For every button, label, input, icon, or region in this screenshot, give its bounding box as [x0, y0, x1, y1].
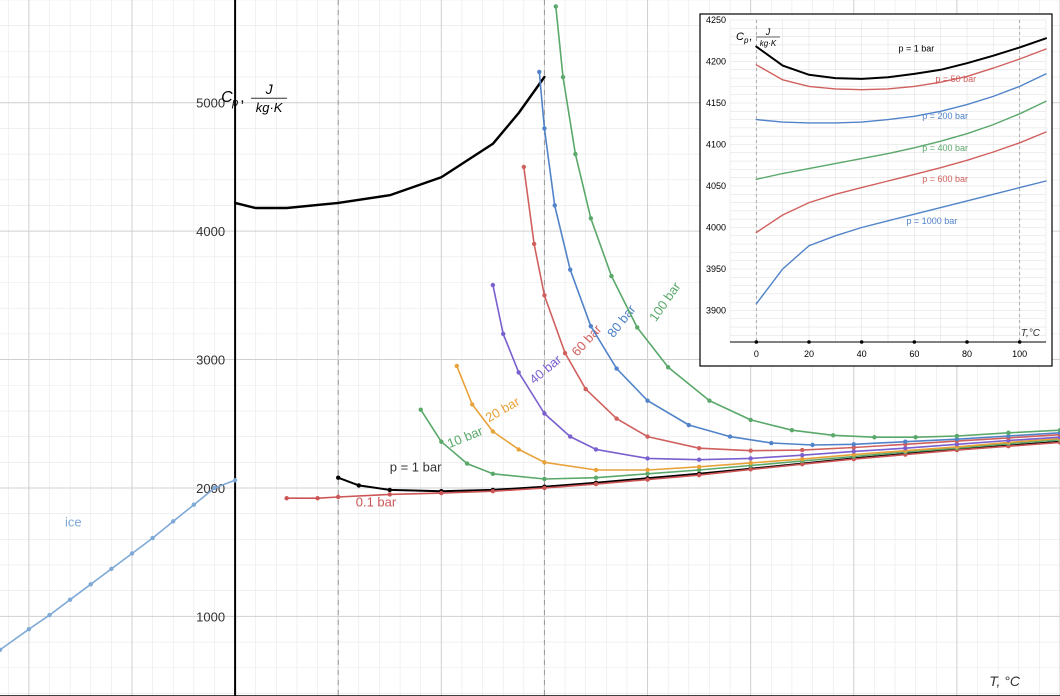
inset-label-i_p1: p = 1 bar	[899, 44, 935, 54]
inset-y-tick: 3950	[706, 264, 726, 274]
inset-x-tick: 40	[857, 349, 867, 359]
inset-x-tick: 60	[909, 349, 919, 359]
inset-label-i_p400: p = 400 bar	[922, 143, 968, 153]
svg-text:,: ,	[749, 31, 752, 43]
label-p1bar: p = 1 bar	[390, 459, 442, 474]
inset-x-title: T,°C	[1021, 328, 1041, 339]
inset-x-tick: 100	[1012, 349, 1027, 359]
y-tick: 1000	[196, 609, 225, 624]
inset-y-tick: 3900	[706, 305, 726, 315]
inset-y-tick: 4200	[706, 56, 726, 66]
inset-x-tick: 0	[754, 349, 759, 359]
svg-text:p: p	[231, 97, 238, 109]
inset-label-i_p50: p = 50 bar	[935, 74, 976, 84]
inset-x-tick: 80	[962, 349, 972, 359]
inset-y-tick: 4250	[706, 15, 726, 25]
svg-text:J: J	[765, 27, 771, 37]
inset-label-i_p200: p = 200 bar	[922, 111, 968, 121]
inset-chart: 0 20 40 60 80 100 3900 3950 4000 4050 4100 4150 4200…	[700, 14, 1052, 366]
svg-text:J: J	[265, 81, 274, 97]
inset-y-tick: 4100	[706, 139, 726, 149]
y-tick: 3000	[196, 353, 225, 368]
svg-text:kg·K: kg·K	[760, 39, 777, 48]
x-axis-title: T, °C	[989, 673, 1021, 689]
label-ice: ice	[65, 514, 82, 529]
inset-y-tick: 4050	[706, 181, 726, 191]
y-tick: 2000	[196, 481, 225, 496]
inset-y-tick: 4150	[706, 98, 726, 108]
svg-text:,: ,	[240, 89, 244, 106]
label-p0.1bar: 0.1 bar	[356, 495, 397, 510]
svg-text:kg·K: kg·K	[256, 100, 284, 115]
inset-label-i_p1000: p = 1000 bar	[906, 216, 957, 226]
cp-chart: -200-10001002003004005006007008001000200…	[0, 0, 1060, 696]
inset-x-tick: 20	[804, 349, 814, 359]
inset-y-tick: 4000	[706, 222, 726, 232]
inset-label-i_p600: p = 600 bar	[922, 174, 968, 184]
y-tick: 4000	[196, 224, 225, 239]
svg-text:C: C	[736, 31, 744, 43]
